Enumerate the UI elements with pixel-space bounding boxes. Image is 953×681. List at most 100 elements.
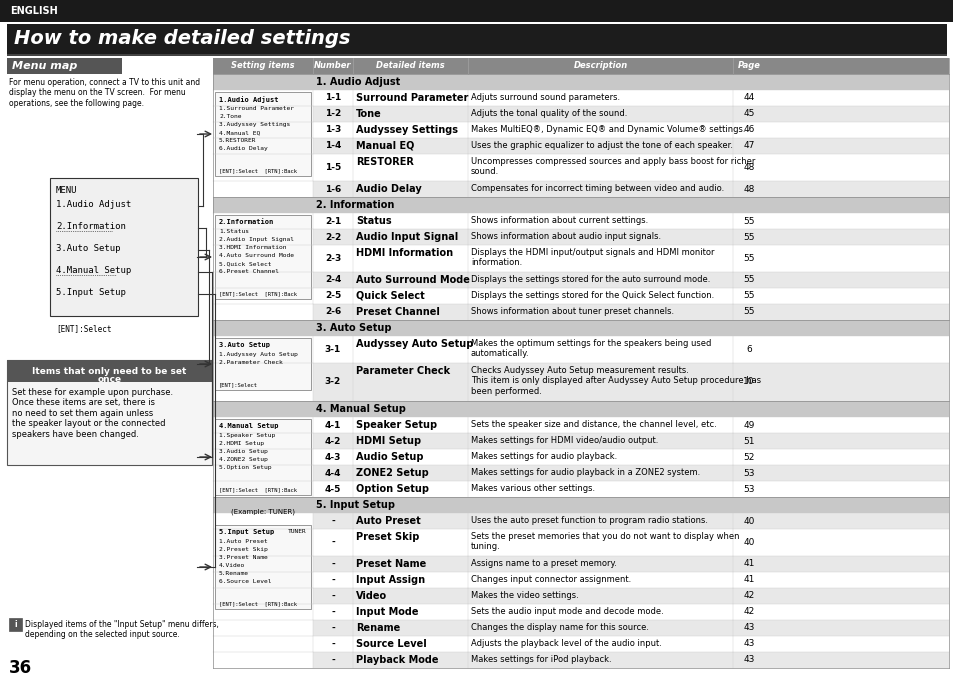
Text: Input Assign: Input Assign xyxy=(355,575,425,585)
Text: 10: 10 xyxy=(742,377,754,387)
Text: i: i xyxy=(14,620,17,629)
Text: RESTORER: RESTORER xyxy=(355,157,414,167)
Text: Audio Setup: Audio Setup xyxy=(355,452,423,462)
Bar xyxy=(213,497,948,513)
Bar xyxy=(313,604,948,620)
Text: 4.Auto Surround Mode: 4.Auto Surround Mode xyxy=(219,253,294,258)
Bar xyxy=(313,636,948,652)
Text: [ENT]:Select: [ENT]:Select xyxy=(56,324,112,333)
Text: -: - xyxy=(331,656,335,665)
Text: Makes various other settings.: Makes various other settings. xyxy=(471,484,595,493)
Bar xyxy=(313,529,948,556)
Text: 2-1: 2-1 xyxy=(325,217,341,225)
Text: Audio Input Signal: Audio Input Signal xyxy=(355,232,457,242)
Text: Option Setup: Option Setup xyxy=(355,484,429,494)
Text: Displays the settings stored for the Quick Select function.: Displays the settings stored for the Qui… xyxy=(471,291,714,300)
Bar xyxy=(213,74,948,90)
Text: 48: 48 xyxy=(742,163,754,172)
Text: 1.Surround Parameter: 1.Surround Parameter xyxy=(219,106,294,111)
Bar xyxy=(0,0,953,22)
Text: Makes the optimum settings for the speakers being used
automatically.: Makes the optimum settings for the speak… xyxy=(471,339,711,358)
Text: 47: 47 xyxy=(742,142,754,151)
Text: Uses the auto preset function to program radio stations.: Uses the auto preset function to program… xyxy=(471,516,707,525)
Text: Checks Audyssey Auto Setup measurement results.
This item is only displayed afte: Checks Audyssey Auto Setup measurement r… xyxy=(471,366,760,396)
Text: 55: 55 xyxy=(742,232,754,242)
Text: 4.Manual EQ: 4.Manual EQ xyxy=(219,130,260,135)
Text: Description: Description xyxy=(573,61,627,71)
Text: HDMI Information: HDMI Information xyxy=(355,248,453,258)
Bar xyxy=(9,618,22,631)
Text: Shows information about tuner preset channels.: Shows information about tuner preset cha… xyxy=(471,307,674,316)
Text: Uncompresses compressed sources and apply bass boost for richer
sound.: Uncompresses compressed sources and appl… xyxy=(471,157,755,176)
Text: 48: 48 xyxy=(742,185,754,193)
Text: 42: 42 xyxy=(742,607,754,616)
Text: 4-5: 4-5 xyxy=(324,484,341,494)
Text: 2.Parameter Check: 2.Parameter Check xyxy=(219,360,282,365)
Text: 5.Option Setup: 5.Option Setup xyxy=(219,465,272,470)
Text: Makes MultiEQ®, Dynamic EQ® and Dynamic Volume® settings.: Makes MultiEQ®, Dynamic EQ® and Dynamic … xyxy=(471,125,744,134)
Text: 2-2: 2-2 xyxy=(325,232,341,242)
Text: Makes settings for iPod playback.: Makes settings for iPod playback. xyxy=(471,655,611,664)
Bar xyxy=(214,92,311,176)
Text: TUNER: TUNER xyxy=(288,529,307,534)
Text: 3.Auto Setup: 3.Auto Setup xyxy=(56,244,120,253)
Bar xyxy=(214,215,311,299)
Text: Parameter Check: Parameter Check xyxy=(355,366,450,376)
Bar xyxy=(313,288,948,304)
Text: 42: 42 xyxy=(742,592,754,601)
Text: [ENT]:Select  [RTN]:Back: [ENT]:Select [RTN]:Back xyxy=(219,487,296,492)
Text: 2-6: 2-6 xyxy=(325,308,341,317)
Text: Video: Video xyxy=(355,591,387,601)
Text: 4.ZONE2 Setup: 4.ZONE2 Setup xyxy=(219,457,268,462)
Text: 3.Audio Setup: 3.Audio Setup xyxy=(219,449,268,454)
Text: 4-3: 4-3 xyxy=(324,452,341,462)
Text: Makes settings for HDMI video/audio output.: Makes settings for HDMI video/audio outp… xyxy=(471,436,658,445)
Text: Shows information about audio input signals.: Shows information about audio input sign… xyxy=(471,232,660,241)
Text: 51: 51 xyxy=(742,437,754,445)
Text: 4-2: 4-2 xyxy=(324,437,341,445)
Bar xyxy=(313,620,948,636)
Bar xyxy=(214,338,311,390)
Text: Audio Delay: Audio Delay xyxy=(355,184,421,194)
Text: 5.Input Setup: 5.Input Setup xyxy=(56,288,126,297)
Text: -: - xyxy=(331,575,335,584)
Text: Audyssey Auto Setup: Audyssey Auto Setup xyxy=(355,339,473,349)
Bar xyxy=(313,229,948,245)
Bar xyxy=(313,465,948,481)
Text: 3. Auto Setup: 3. Auto Setup xyxy=(315,323,391,333)
Text: 40: 40 xyxy=(742,516,754,526)
Text: Preset Skip: Preset Skip xyxy=(355,532,419,542)
Text: ENGLISH: ENGLISH xyxy=(10,6,58,16)
Text: Detailed items: Detailed items xyxy=(375,61,444,71)
Bar xyxy=(313,122,948,138)
Text: -: - xyxy=(331,639,335,648)
Text: Sets the speaker size and distance, the channel level, etc.: Sets the speaker size and distance, the … xyxy=(471,420,716,429)
Text: 46: 46 xyxy=(742,125,754,135)
Bar xyxy=(313,363,948,401)
Text: 4-4: 4-4 xyxy=(324,469,341,477)
Text: 1.Status: 1.Status xyxy=(219,229,249,234)
Text: 1.Audio Adjust: 1.Audio Adjust xyxy=(56,200,132,209)
Text: 6.Audio Delay: 6.Audio Delay xyxy=(219,146,268,151)
Text: 55: 55 xyxy=(742,276,754,285)
Text: 1-3: 1-3 xyxy=(325,125,341,135)
Text: 2.Tone: 2.Tone xyxy=(219,114,241,119)
Text: 40: 40 xyxy=(742,538,754,547)
Bar xyxy=(313,481,948,497)
Bar xyxy=(313,336,948,363)
Text: Assigns name to a preset memory.: Assigns name to a preset memory. xyxy=(471,559,617,568)
Text: Makes settings for audio playback in a ZONE2 system.: Makes settings for audio playback in a Z… xyxy=(471,468,700,477)
Text: 3.Auto Setup: 3.Auto Setup xyxy=(219,342,270,348)
Text: 53: 53 xyxy=(742,484,754,494)
Text: Preset Channel: Preset Channel xyxy=(355,307,439,317)
Text: 1-5: 1-5 xyxy=(325,163,341,172)
Text: 5.Quick Select: 5.Quick Select xyxy=(219,261,272,266)
Text: -: - xyxy=(331,516,335,526)
Text: (Example: TUNER): (Example: TUNER) xyxy=(231,509,294,515)
Text: 1.Auto Preset: 1.Auto Preset xyxy=(219,539,268,544)
Text: -: - xyxy=(331,560,335,569)
Text: 55: 55 xyxy=(742,291,754,300)
Text: Quick Select: Quick Select xyxy=(355,291,424,301)
Text: Shows information about current settings.: Shows information about current settings… xyxy=(471,216,648,225)
Text: Changes the display name for this source.: Changes the display name for this source… xyxy=(471,623,648,632)
